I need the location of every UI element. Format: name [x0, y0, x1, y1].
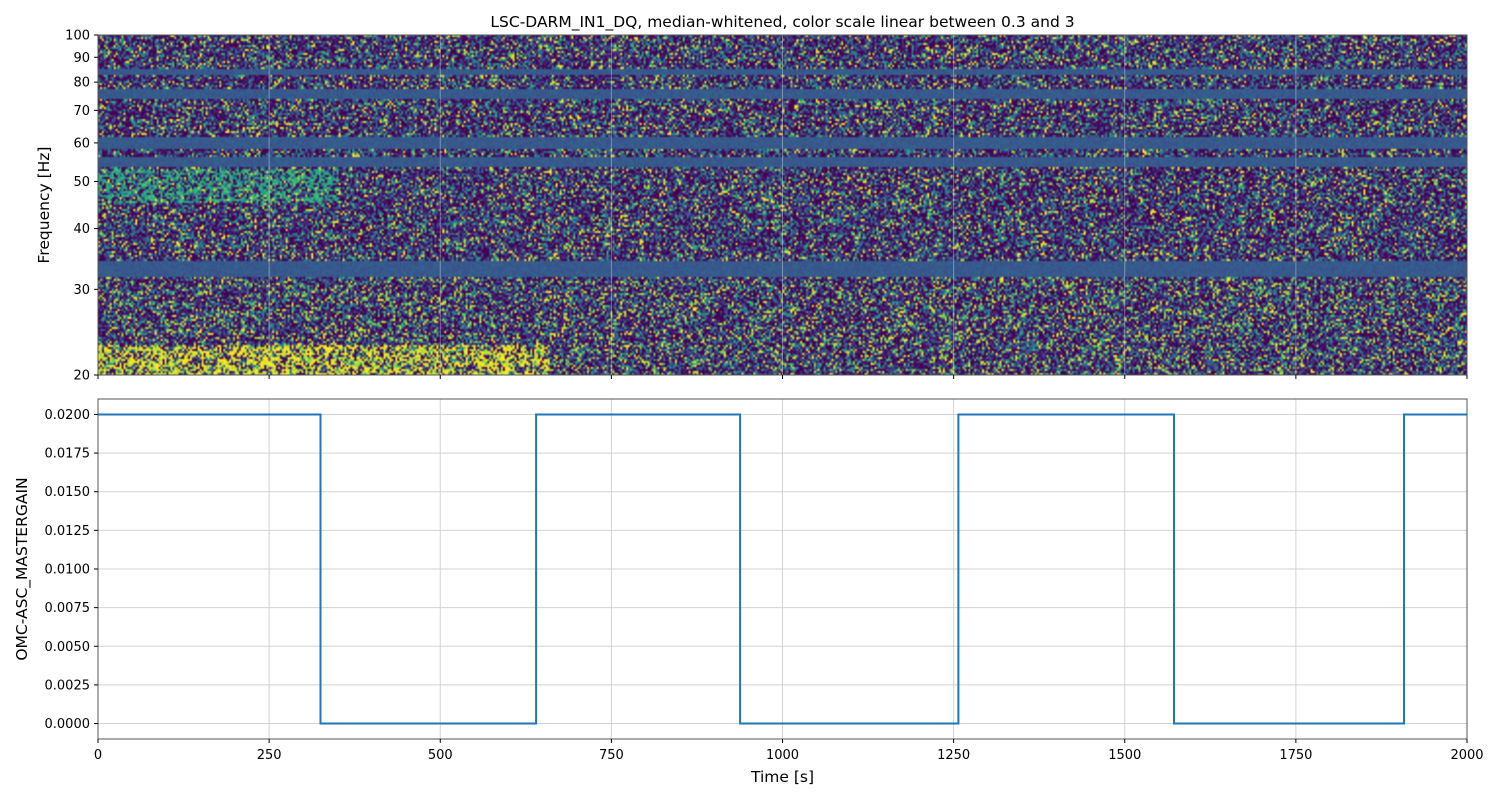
gain-x-ticks: 0 250 500 750 1000 1250 1500 1750 2000: [94, 739, 1484, 763]
spectrogram-panel: 20 30 40 50 60 70 80 90 100 Frequency [Hz]: [35, 29, 1468, 384]
gain-x-tick-label: 750: [599, 748, 624, 763]
gain-y-tick-label: 0.0150: [45, 485, 91, 500]
gain-x-tick-label: 1750: [1279, 748, 1312, 763]
gain-y-tick-label: 0.0025: [45, 678, 91, 693]
spectrogram-grid: [268, 35, 1297, 375]
spectrogram-y-axis-label: Frequency [Hz]: [35, 147, 53, 264]
spectrogram-y-tick-label: 100: [65, 29, 90, 44]
spectrogram-y-tick-label: 30: [73, 283, 90, 298]
gain-x-tick-label: 250: [257, 748, 282, 763]
gain-y-tick-label: 0.0000: [45, 717, 91, 732]
gain-y-tick-label: 0.0200: [45, 408, 91, 423]
spectrogram-title: LSC-DARM_IN1_DQ, median-whitened, color …: [490, 13, 1074, 32]
gain-panel: 0 250 500 750 1000 1250 1500 1750 2000 0.00000.0…: [13, 398, 1484, 786]
spectrogram-y-tick-label: 90: [73, 51, 90, 66]
gain-x-tick-label: 2000: [1450, 748, 1483, 763]
gain-x-tick-label: 1250: [937, 748, 970, 763]
gain-y-tick-label: 0.0100: [45, 563, 91, 578]
time-x-axis-label: Time [s]: [750, 768, 814, 786]
gain-y-tick-label: 0.0050: [45, 640, 91, 655]
gain-grid: [97, 399, 1468, 739]
gain-x-tick-label: 500: [428, 748, 453, 763]
spectrogram-y-ticks: 20 30 40 50 60 70 80 90 100: [65, 29, 98, 384]
gain-y-ticks: 0.0000 0.0025 0.0050 0.0075 0.0100 0.0125 0.01…: [45, 408, 98, 732]
spectrogram-y-tick-label: 70: [73, 104, 90, 119]
gain-y-tick-label: 0.0175: [45, 447, 91, 462]
spectrogram-y-tick-label: 50: [73, 175, 90, 190]
gain-y-tick-label: 0.0075: [45, 601, 91, 616]
gain-x-tick-label: 1500: [1108, 748, 1141, 763]
spectrogram-y-tick-label: 20: [73, 369, 90, 384]
gain-x-tick-label: 1000: [766, 748, 799, 763]
spectrogram-heatmap: [98, 35, 1467, 375]
gain-y-tick-label: 0.0125: [45, 524, 91, 539]
spectrogram-y-tick-label: 80: [73, 76, 90, 91]
spectrogram-x-ticks: [97, 375, 1468, 379]
gain-y-axis-label: OMC-ASC_MASTERGAIN: [13, 477, 32, 660]
gain-series-line: [98, 413, 1467, 725]
spectrogram-y-tick-label: 60: [73, 136, 90, 151]
spectrogram-y-tick-label: 40: [73, 222, 90, 237]
gain-x-tick-label: 0: [94, 748, 102, 763]
